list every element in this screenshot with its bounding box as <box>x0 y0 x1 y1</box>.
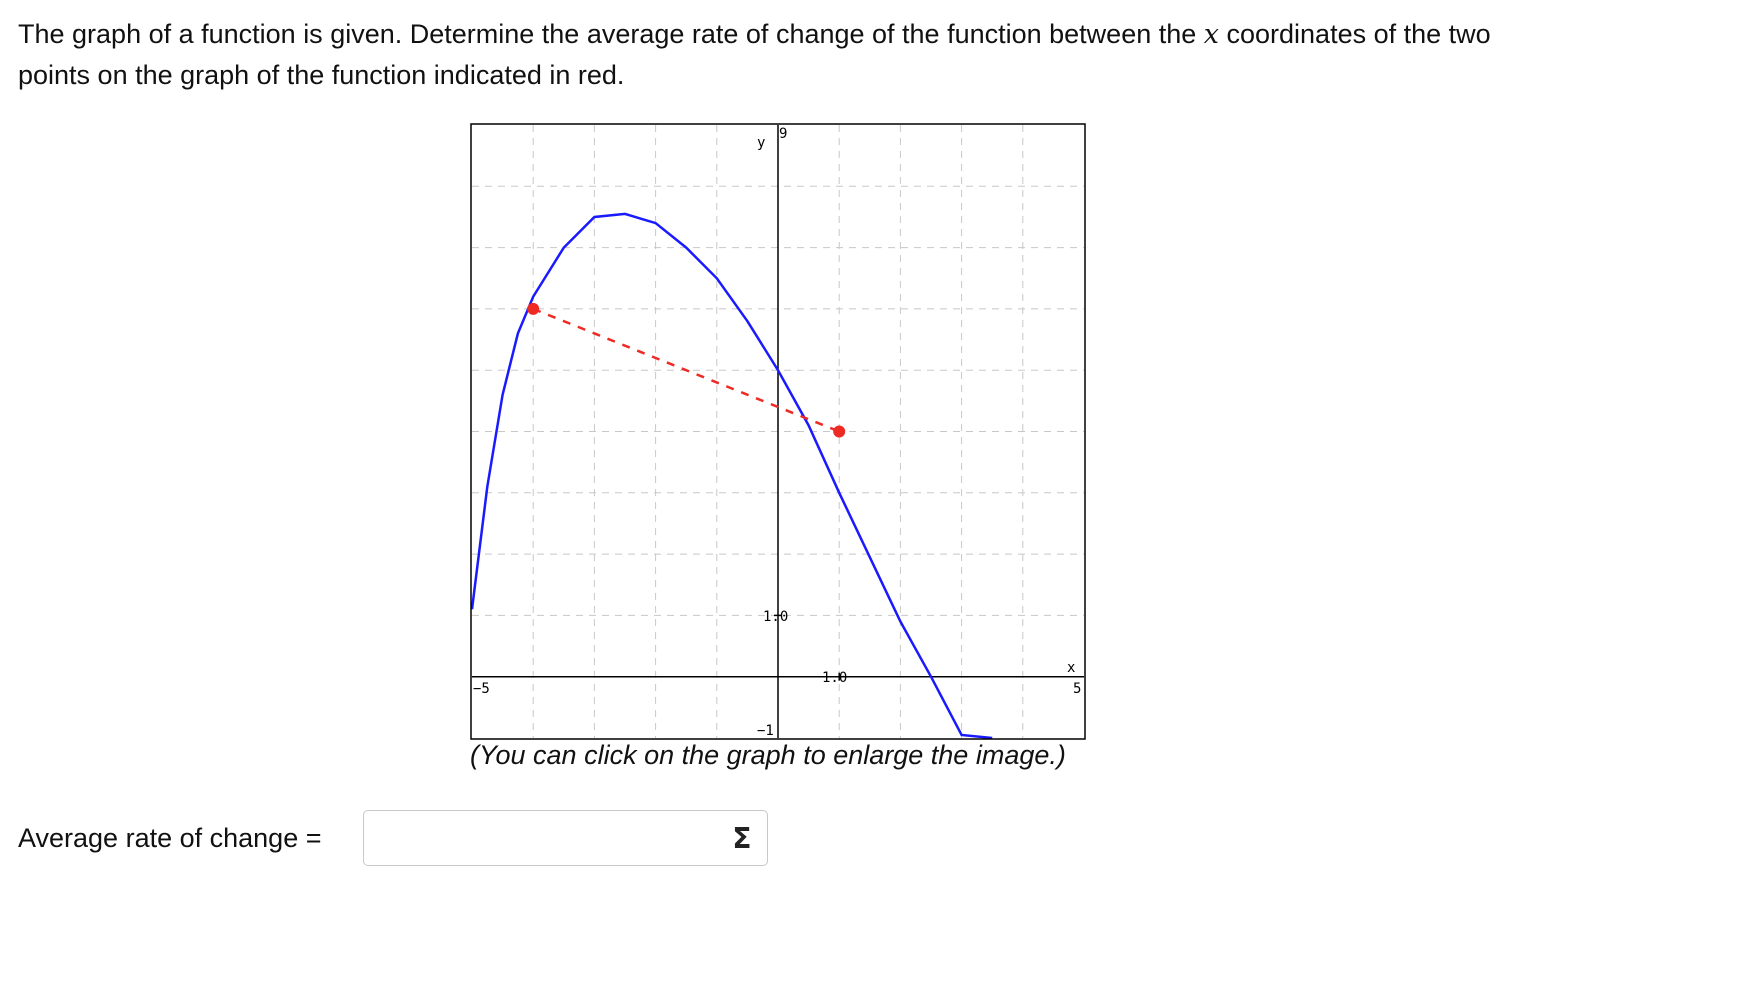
highlight-point-2 <box>833 425 846 438</box>
graph-canvas[interactable]: y 9 1.0 1.0 x 5 −5 −1 <box>470 123 1086 740</box>
y-min-label: −1 <box>757 723 774 739</box>
equation-editor-button[interactable]: Σ <box>732 821 752 855</box>
y-max-label: 9 <box>779 126 787 142</box>
y-axis-label: y <box>757 135 765 151</box>
y-tick-label: 1.0 <box>763 609 788 625</box>
x-tick-label: 1.0 <box>822 670 847 686</box>
graph-caption: (You can click on the graph to enlarge t… <box>470 740 1066 770</box>
prompt-variable: x <box>1203 19 1219 50</box>
answer-input[interactable] <box>364 811 717 865</box>
prompt-text-end: coordinates of the two points on the gra… <box>18 19 1491 90</box>
problem-prompt: The graph of a function is given. Determ… <box>18 14 1558 96</box>
highlight-point-1 <box>527 302 540 315</box>
answer-box: Σ <box>363 810 768 866</box>
plot-border <box>470 123 1086 740</box>
prompt-text-start: The graph of a function is given. Determ… <box>18 19 1204 49</box>
x-axis-label: x <box>1067 660 1075 676</box>
x-min-label: −5 <box>473 681 490 697</box>
x-max-label: 5 <box>1073 681 1081 697</box>
function-graph[interactable]: y 9 1.0 1.0 x 5 −5 −1 <box>470 123 1086 740</box>
answer-row: Average rate of change = Σ <box>18 806 768 870</box>
function-curve <box>470 212 993 740</box>
answer-label: Average rate of change = <box>18 822 322 853</box>
secant-line <box>532 307 840 433</box>
